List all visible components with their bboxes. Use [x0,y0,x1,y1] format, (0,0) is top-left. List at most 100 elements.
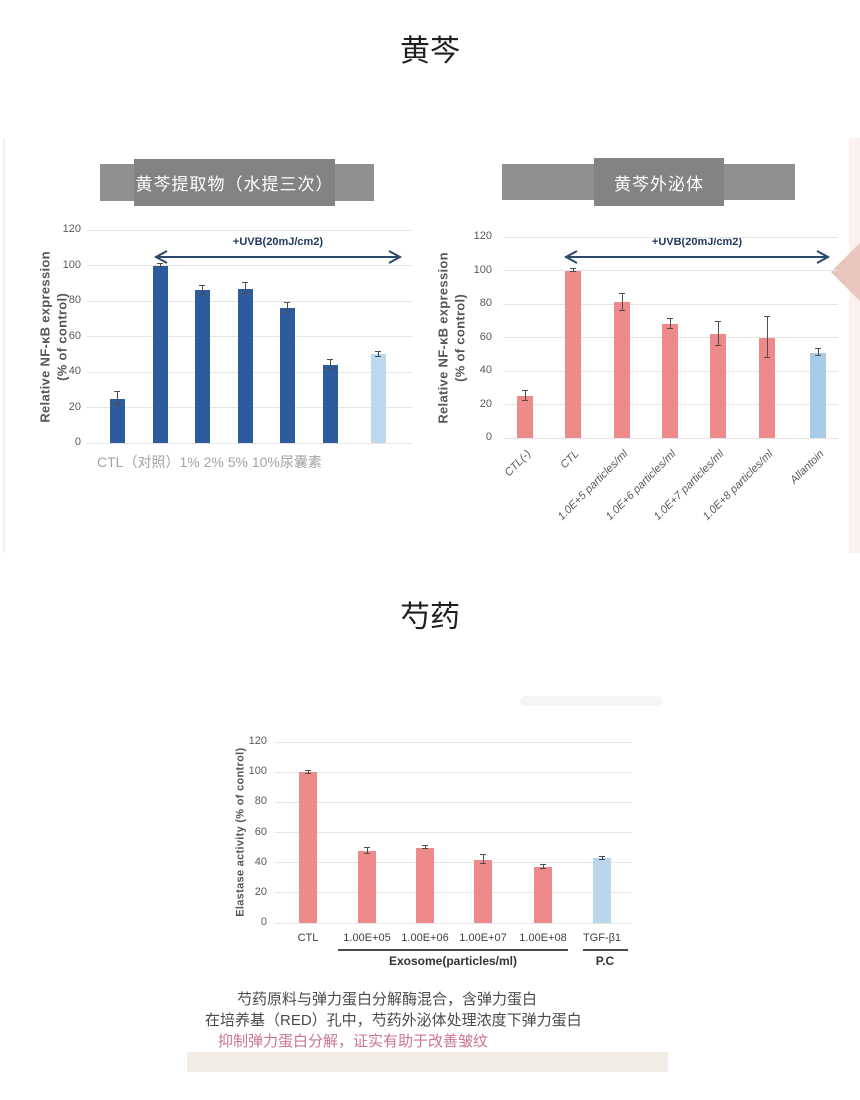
error-bar-cap [715,344,721,346]
error-bar-cap [540,863,546,865]
error-bar-cap [375,350,381,352]
error-bar [766,317,768,358]
error-bar-cap [242,282,248,284]
error-bar-cap [480,863,486,865]
bar [279,308,295,443]
y-tick-label: 100 [248,765,267,778]
x-axis-label: CTL(-) [502,448,534,479]
chart-elastase: 0 20 40 60 80 100 120 Elastase activity (% of c… [234,735,632,944]
error-bar [116,392,118,405]
error-bar-cap [619,309,625,311]
x-axis-label: 1.00E+07 [459,932,507,944]
faded-artifact [520,696,663,706]
error-bar-cap [815,354,821,356]
exosome-group-label: Exosome(particles/ml) [388,954,518,968]
gridline [275,771,632,773]
error-bar-cap [764,316,770,318]
gridline [503,437,838,439]
y-tick-label: 60 [68,329,81,342]
error-bar [201,285,203,295]
error-bar [366,847,368,854]
error-bar-cap [114,391,120,393]
y-tick-label: 80 [68,294,81,306]
error-bar [542,864,544,870]
error-bar-cap [242,292,248,294]
error-bar [377,351,379,357]
bottom-beige-bar [187,1052,668,1072]
gridline [87,442,412,444]
gridline [275,922,632,924]
error-bar-cap [764,356,770,358]
y-tick-label: 120 [248,735,267,747]
y-tick-label: 0 [260,916,267,928]
bar [710,334,726,438]
y-tick-label: 0 [485,431,492,443]
error-bar [524,391,526,402]
y-tick-label: 20 [68,400,81,413]
slide-edge-strip [849,138,860,553]
error-bar-cap [522,400,528,402]
y-tick-label: 40 [254,855,267,868]
bar [370,354,386,443]
error-bar-cap [157,266,163,268]
bar [416,847,434,923]
y-axis-title: Relative NF-κB expression (% of control) [37,250,69,423]
error-bar-cap [667,318,673,320]
double-arrow-icon [563,250,831,264]
error-bar-cap [815,348,821,350]
note-line-3: 抑制弹力蛋白分解，证实有助于改善皱纹 [218,1033,489,1050]
y-tick-label: 40 [68,365,81,377]
error-bar-cap [480,854,486,856]
error-bar-cap [667,328,673,330]
chart-exosome: 0 20 40 60 80 100 120 Relative NF-κB expression… [435,230,838,523]
error-bar [286,302,288,314]
x-axis-label: 1.0E+8 particles/ml [700,448,776,523]
bar [810,352,826,438]
section1-title: 黄芩 [400,35,460,68]
bar [517,396,533,438]
exosome-group-line [338,949,568,951]
error-bar [159,263,161,268]
left-chart-header-label: 黄芩提取物（水提三次） [135,175,334,194]
error-bar-cap [422,848,428,850]
error-bar-cap [619,292,625,294]
x-axis-label: 1.00E+08 [519,932,567,944]
y-tick-label: 20 [254,885,267,898]
error-bar-cap [199,293,205,295]
x-axis-label: CTL [558,448,582,472]
y-tick-label: 80 [479,297,492,309]
gridline [275,801,632,803]
bar [358,850,376,923]
bar [194,290,210,443]
uvb-annotation-left: +UVB(20mJ/cm2) [232,236,324,248]
section2-title: 芍药 [400,601,460,634]
slide-left-border [3,138,5,553]
error-bar [244,283,246,294]
y-tick-label: 20 [479,397,492,410]
y-tick-label: 80 [254,795,267,808]
error-bar-cap [375,355,381,357]
y-tick-label: 60 [479,330,492,343]
error-bar-cap [157,262,163,264]
x-axis-label: TGF-β1 [582,932,622,944]
x-axis-label: 1.00E+06 [401,932,449,944]
error-bar-cap [599,858,605,860]
x-axis-label: 1.0E+6 particles/ml [603,448,679,523]
double-arrow-icon [153,250,403,264]
bar [237,288,253,443]
gridline [275,832,632,833]
bar [759,337,775,438]
gridline [275,741,632,743]
error-bar [572,268,574,273]
y-tick-label: 60 [254,825,267,838]
error-bar-cap [305,772,311,774]
uvb-annotation-right: +UVB(20mJ/cm2) [651,236,743,248]
error-bar [424,846,426,850]
y-tick-label: 100 [62,258,81,271]
error-bar-cap [284,301,290,303]
x-axis-label: 1.0E+5 particles/ml [555,448,631,523]
error-bar-cap [114,403,120,405]
error-bar [601,856,603,860]
error-bar-cap [522,390,528,392]
